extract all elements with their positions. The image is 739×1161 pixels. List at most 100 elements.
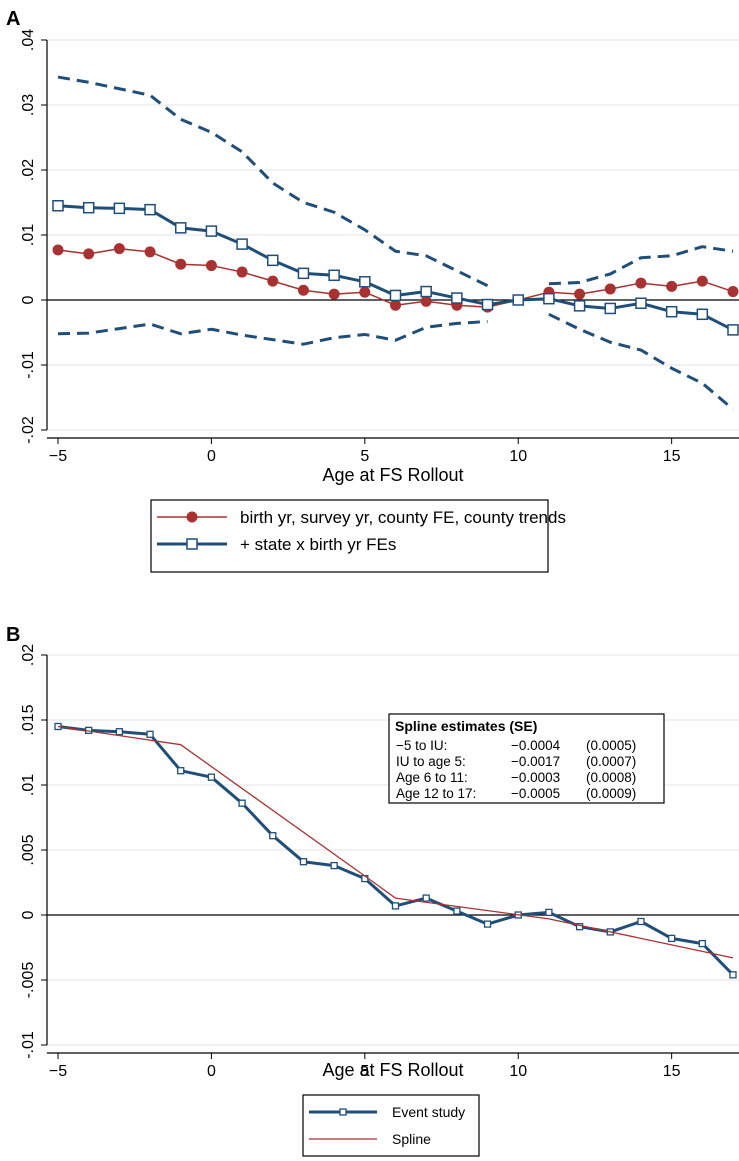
- data-point-square: [52, 200, 64, 212]
- data-point-circle: [236, 266, 248, 278]
- x-tick-label: 10: [509, 448, 527, 465]
- panel-a-axes: -.02 -.01 0 .01 .02 .03 .04 −5 0 5 10 15: [20, 29, 739, 465]
- x-tick-label: 10: [509, 1063, 527, 1080]
- panel-b-legend: Event study Spline: [302, 1094, 480, 1157]
- data-point-square: [573, 300, 586, 312]
- data-point-circle: [604, 283, 616, 295]
- data-point-circle: [574, 288, 586, 300]
- data-point-square: [205, 225, 218, 237]
- confidence-band-line: [57, 75, 489, 288]
- data-point-circle: [727, 286, 739, 298]
- y-tick-label: .01: [20, 774, 37, 796]
- y-tick-label: 0: [20, 295, 37, 304]
- annotation-row-se: (0.0008): [586, 770, 636, 785]
- data-point-square: [82, 201, 95, 214]
- y-tick-label: -.01: [20, 1031, 37, 1059]
- data-point-circle: [297, 284, 309, 296]
- annotation-row-estimate: −0.0003: [511, 770, 560, 785]
- x-tick-label: 0: [207, 1063, 216, 1080]
- y-tick-label: -.01: [20, 351, 37, 379]
- data-point-square: [267, 254, 279, 267]
- annotation-row-label: IU to age 5:: [396, 754, 466, 769]
- annotation-row-label: −5 to IU:: [396, 738, 447, 753]
- x-tick-label: 0: [207, 448, 216, 465]
- data-point-square: [696, 308, 709, 321]
- data-point-square: [144, 203, 156, 216]
- annotation-row-estimate: −0.0005: [511, 786, 560, 801]
- data-point-square: [420, 285, 432, 298]
- data-point-square: [575, 923, 584, 931]
- x-tick-label: 5: [360, 1063, 369, 1080]
- spline-estimates-box: Spline estimates (SE) −5 to IU: −0.0004 …: [388, 713, 665, 804]
- annotation-title: Spline estimates (SE): [395, 718, 537, 734]
- data-point-square: [453, 907, 461, 915]
- data-point-circle: [205, 260, 217, 272]
- panel-a: A -.02 -.01 0 .01 .02 .03 .04 −5 0 5 10 15 Age at F…: [6, 8, 739, 573]
- x-tick-label: 5: [360, 448, 369, 465]
- data-point-square: [667, 934, 676, 943]
- data-point-square: [236, 238, 248, 250]
- y-tick-label: .01: [20, 224, 37, 246]
- data-point-circle: [328, 288, 340, 300]
- data-point-square: [604, 302, 617, 315]
- x-tick-label: −5: [49, 1063, 67, 1080]
- panel-b-axes: -.01 -.005 0 .005 .01 .015 .02 −5 0 5 10 15: [20, 644, 739, 1080]
- data-point-circle: [635, 277, 647, 289]
- data-point-square: [729, 971, 737, 979]
- panel-a-legend: birth yr, survey yr, county FE, county t…: [150, 499, 566, 573]
- data-point-circle: [267, 275, 279, 287]
- data-point-circle: [390, 299, 401, 311]
- data-point-circle: [696, 275, 708, 287]
- data-point-circle: [83, 248, 95, 260]
- data-point-square: [451, 292, 463, 304]
- annotation-row-se: (0.0007): [586, 754, 636, 769]
- data-point-circle: [144, 246, 156, 258]
- confidence-band-line: [548, 245, 734, 286]
- annotation-row-se: (0.0005): [586, 738, 636, 753]
- legend-box: [150, 499, 549, 573]
- data-point-square: [391, 902, 400, 910]
- x-tick-label: 15: [663, 448, 681, 465]
- panel-a-series: [52, 75, 739, 411]
- data-point-square: [359, 276, 371, 288]
- data-point-square: [481, 298, 494, 311]
- data-point-square: [483, 920, 492, 928]
- data-point-square: [174, 222, 187, 234]
- y-tick-label: .02: [20, 644, 37, 666]
- data-point-square: [146, 730, 154, 738]
- legend-square-marker: [186, 538, 198, 550]
- legend-label: Event study: [392, 1104, 465, 1120]
- annotation-row-estimate: −0.0004: [511, 738, 561, 753]
- data-point-circle: [52, 244, 64, 256]
- data-point-square: [269, 832, 277, 840]
- data-point-square: [635, 297, 647, 309]
- confidence-band-line: [548, 312, 734, 411]
- panel-b-series: [54, 722, 737, 979]
- data-point-circle: [113, 243, 125, 255]
- data-point-square: [207, 773, 216, 781]
- data-point-square: [177, 767, 185, 775]
- data-point-square: [543, 292, 555, 305]
- legend-square-marker: [339, 1108, 347, 1116]
- data-point-circle: [666, 280, 678, 292]
- annotation-frame: [388, 713, 665, 804]
- series-line: [57, 204, 734, 332]
- annotation-row-label: Age 6 to 11:: [396, 770, 468, 785]
- data-point-circle: [175, 258, 187, 270]
- y-tick-label: .02: [20, 159, 37, 181]
- y-tick-label: .015: [20, 704, 37, 735]
- series-line: [57, 725, 734, 959]
- confidence-band-line: [57, 319, 488, 346]
- data-point-square: [637, 917, 645, 926]
- annotation-row-se: (0.0009): [586, 786, 636, 801]
- panel-b: B -.01 -.005 0 .005 .01 .015 .02 −5 0 5 10 15 Age a…: [6, 624, 739, 1157]
- panel-b-letter: B: [6, 624, 20, 646]
- legend-label: birth yr, survey yr, county FE, county t…: [240, 508, 566, 527]
- panel-a-letter: A: [6, 8, 20, 30]
- y-tick-label: -.005: [20, 962, 37, 999]
- data-point-square: [238, 799, 246, 807]
- legend-box: [302, 1094, 480, 1157]
- data-point-square: [545, 908, 553, 917]
- data-point-square: [113, 202, 126, 215]
